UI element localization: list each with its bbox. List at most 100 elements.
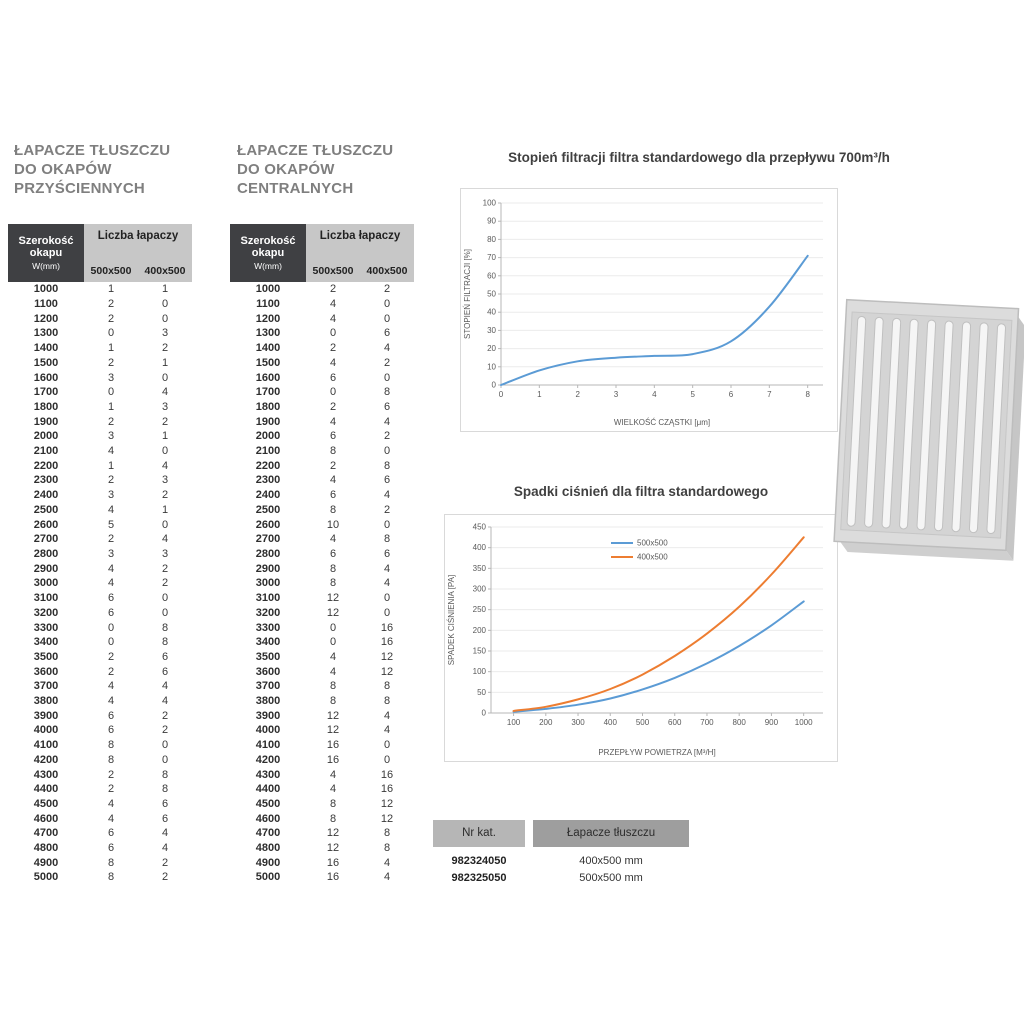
table-row: 1200 2 0 — [33, 312, 169, 325]
svg-text:40: 40 — [487, 308, 496, 317]
svg-text:0: 0 — [499, 390, 504, 399]
width-header-line2: okapu — [251, 247, 285, 259]
table-row: 3600 2 6 — [33, 665, 169, 678]
width-header-line2: okapu — [29, 247, 63, 259]
wall-title-line1: ŁAPACZE TŁUSZCZU — [14, 142, 171, 159]
width-header-line1: Szerokość — [18, 235, 74, 247]
table-row: 1300 0 6 — [255, 327, 391, 340]
table-row: 2400 3 2 — [33, 489, 169, 502]
table-row: 1600 6 0 — [255, 371, 391, 384]
table-row: 1500 4 2 — [255, 356, 391, 369]
svg-text:30: 30 — [487, 326, 496, 335]
table-row: 3400 0 16 — [255, 636, 394, 649]
svg-text:400: 400 — [473, 543, 487, 552]
table-row: 1900 2 2 — [33, 415, 169, 428]
table-row: 4000 6 2 — [33, 724, 169, 737]
table-row: 3900 12 4 — [255, 709, 391, 722]
table-row: 4300 4 16 — [255, 768, 394, 781]
table-row: 2300 2 3 — [33, 474, 169, 487]
wall-table-title: ŁAPACZE TŁUSZCZU DO OKAPÓW PRZYŚCIENNYCH — [14, 141, 224, 198]
table-row: 3400 0 8 — [33, 636, 169, 649]
table-row: 2400 6 4 — [255, 489, 391, 502]
count-header-label: Liczba łapaczy — [97, 230, 179, 242]
table-row: 2500 4 1 — [33, 503, 169, 516]
svg-text:5: 5 — [690, 390, 695, 399]
count-header-label: Liczba łapaczy — [319, 230, 401, 242]
table-row: 4100 8 0 — [33, 739, 169, 752]
table-row: 2900 4 2 — [33, 562, 169, 575]
svg-text:70: 70 — [487, 253, 496, 262]
table-row: 3600 4 12 — [255, 665, 394, 678]
table-row: 3700 4 4 — [33, 680, 169, 693]
svg-text:SPADEK CIŚNIENIA [PA]: SPADEK CIŚNIENIA [PA] — [447, 575, 456, 665]
table-row: 2600 10 0 — [255, 518, 391, 531]
table-row: 3000 8 4 — [255, 577, 391, 590]
table-row: 2800 6 6 — [255, 548, 391, 560]
table-row: 3800 8 8 — [255, 695, 391, 708]
wall-filter-table: Szerokość okapu W(mm) Liczba łapaczy 500… — [8, 224, 192, 885]
wall-title-line3: PRZYŚCIENNYCH — [14, 180, 145, 197]
table-row: 3500 4 12 — [255, 650, 394, 663]
table-row: 1700 0 4 — [33, 386, 169, 399]
table-row: 2900 8 4 — [255, 562, 391, 575]
table-row: 3100 12 0 — [255, 592, 391, 605]
table-row: 2700 2 4 — [33, 533, 169, 546]
table-row: 2300 4 6 — [255, 474, 391, 487]
svg-text:100: 100 — [483, 199, 497, 208]
svg-text:400: 400 — [604, 718, 618, 727]
svg-text:8: 8 — [805, 390, 810, 399]
svg-text:90: 90 — [487, 217, 496, 226]
filtration-chart-title: Stopień filtracji filtra standardowego d… — [508, 150, 890, 165]
table-row: 2000 6 2 — [255, 430, 391, 443]
pressure-chart-box: 0 50 100 150 200 250 300 350 400 450 100 200 300 400 5… — [444, 514, 838, 762]
col-400x500-header: 400x500 — [366, 265, 408, 277]
svg-text:4: 4 — [652, 390, 657, 399]
svg-text:100: 100 — [507, 718, 521, 727]
catalog-header: Nr kat. Łapacze tłuszczu — [433, 820, 689, 847]
table-row: 1400 2 4 — [255, 342, 391, 355]
count-subheaders: 500x500 400x500 — [306, 242, 414, 282]
table-row: 2200 2 8 — [255, 459, 391, 472]
svg-text:100: 100 — [473, 667, 487, 676]
table-row: 1100 4 0 — [256, 298, 391, 311]
table-row: 3200 12 0 — [255, 606, 391, 619]
svg-text:400x500: 400x500 — [637, 553, 668, 562]
table-row: 2500 8 2 — [255, 503, 391, 516]
svg-text:1000: 1000 — [795, 718, 813, 727]
svg-text:20: 20 — [487, 344, 496, 353]
pressure-chart-title: Spadki ciśnień dla filtra standardowego — [513, 484, 769, 499]
svg-text:300: 300 — [473, 585, 487, 594]
svg-text:50: 50 — [477, 688, 486, 697]
table-row: 5000 8 2 — [33, 871, 169, 884]
table-row: 2600 5 0 — [33, 518, 169, 531]
col-400x500-header: 400x500 — [144, 265, 186, 277]
table-row: 3300 0 16 — [255, 621, 394, 634]
table-row: 4400 4 16 — [255, 783, 394, 796]
col-500x500-header: 500x500 — [90, 265, 132, 277]
width-header-unit: W(mm) — [254, 261, 282, 271]
table-row: 5000 16 4 — [255, 871, 391, 884]
count-subheaders: 500x500 400x500 — [84, 242, 192, 282]
width-header-line1: Szerokość — [240, 235, 296, 247]
table-row: 1000 1 1 — [33, 283, 169, 296]
wall-table-rows: 1000 1 1 1100 2 0 1200 2 0 1300 0 3 1400 1 2 1500 2 1 1600… — [8, 282, 192, 885]
central-title-line2: DO OKAPÓW — [237, 161, 335, 178]
svg-text:3: 3 — [614, 390, 619, 399]
central-title-line3: CENTRALNYCH — [237, 180, 354, 197]
count-column-header: Liczba łapaczy 500x500 400x500 — [306, 224, 414, 282]
catalog-product-header: Łapacze tłuszczu — [533, 820, 689, 847]
table-row: 1600 3 0 — [33, 371, 169, 384]
central-title-line1: ŁAPACZE TŁUSZCZU — [237, 142, 394, 159]
svg-text:700: 700 — [700, 718, 714, 727]
table-row: 4300 2 8 — [33, 768, 169, 781]
svg-text:500x500: 500x500 — [637, 539, 668, 548]
catalog-table: Nr kat. Łapacze tłuszczu 982324050 400x50… — [433, 820, 689, 886]
filter-slats — [846, 315, 1007, 535]
table-row: 2800 3 3 — [33, 548, 169, 560]
table-row: 1800 2 6 — [255, 400, 391, 413]
width-column-header: Szerokość okapu W(mm) — [230, 224, 306, 282]
table-row: 3500 2 6 — [33, 650, 169, 663]
svg-text:80: 80 — [487, 235, 496, 244]
central-table-header: Szerokość okapu W(mm) Liczba łapaczy 500… — [230, 224, 414, 282]
filtration-chart: 0 10 20 30 40 50 60 70 80 90 100 0 1 2 3 4 5 6 7 8 WIELKOŚĆ … — [463, 199, 823, 427]
